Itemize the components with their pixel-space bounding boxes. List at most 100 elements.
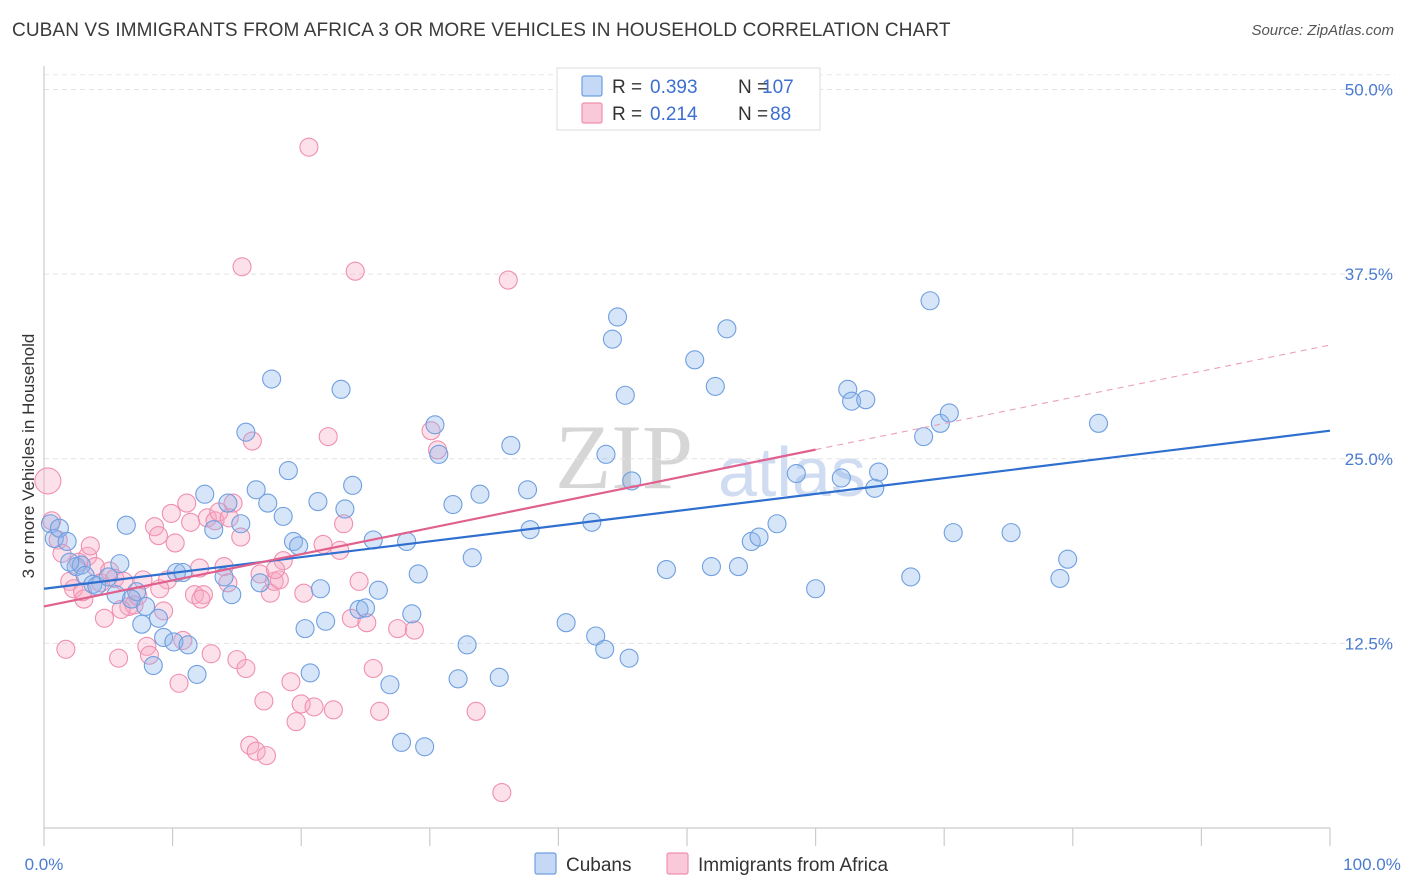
watermark-atlas: atlas [718,433,866,511]
africa-point [139,645,160,665]
cuban-point [425,415,445,435]
africa-point [148,526,169,546]
africa-point [109,648,129,668]
cuban-point [214,567,234,587]
cuban-point [457,635,477,655]
africa-point [219,508,239,528]
cuban-point [408,564,428,584]
stats-legend-r-label-cubans: R = [612,77,642,98]
africa-point [177,493,197,513]
legend-swatch-cubans [534,852,557,875]
africa-point [323,700,343,720]
cuban-point [121,589,141,609]
cuban-point [178,635,198,655]
cuban-point [615,385,635,405]
stats-legend-n-value-africa: 88 [770,104,791,125]
africa-point [286,712,306,732]
africa-point [254,691,274,711]
stats-legend-swatch-cubans [581,75,603,97]
africa-point [269,570,289,590]
stats-legend-n-label-africa: N = [738,104,768,125]
cuban-point [728,557,748,577]
cuban-point [368,580,388,600]
y-tick-label: 25.0% [1345,450,1393,469]
cuban-point [767,514,787,534]
africa-point [73,582,93,602]
africa-point [56,639,76,659]
africa-point [34,467,62,495]
cuban-point [619,648,639,668]
cuban-point [749,527,769,547]
cuban-point [110,554,130,574]
africa-point [498,270,518,290]
cuban-point [116,515,136,535]
cuban-point [806,579,826,599]
y-tick-label: 50.0% [1345,81,1393,100]
africa-point [161,503,181,523]
cuban-point [920,291,940,311]
y-tick-labels: 12.5% 25.0% 37.5% 50.0% [1345,81,1393,654]
watermark-zip: ZIP [555,406,693,508]
cuban-point [595,639,615,659]
cuban-point [310,579,331,599]
africa-point [404,620,424,640]
cuban-point [57,531,77,552]
africa-point [318,427,338,447]
cuban-point [842,391,862,411]
cuban-point [331,379,351,399]
stats-legend-n-label-cubans: N = [738,77,768,98]
africa-point [94,608,114,628]
africa-point [231,527,251,547]
africa-point [334,514,354,534]
cuban-point [308,492,328,512]
stats-legend-r-label-africa: R = [612,104,642,125]
cuban-point [943,523,963,543]
cuban-point [1050,568,1070,588]
cuban-point [685,350,705,370]
cuban-point [402,604,422,624]
cuban-point [429,444,449,464]
cuban-point [705,376,725,396]
cuban-point [717,319,737,339]
cuban-point [273,506,293,526]
cuban-point [470,484,490,504]
cuban-point [1001,523,1021,543]
cuban-point [517,480,538,500]
africa-point [232,257,252,277]
cuban-point [556,613,576,633]
cuban-point [148,608,169,628]
africa-point [363,658,383,679]
africa-point [111,599,131,619]
cuban-point [278,461,298,481]
cuban-point [397,531,417,552]
cuban-point [391,732,412,752]
x-tick-label-min: 0.0% [25,855,64,874]
trend-lines [43,344,1331,608]
legend-label-africa: Immigrants from Africa [698,855,888,876]
cuban-point [462,548,482,568]
cuban-point [343,475,363,495]
cuban-point [187,664,207,684]
cuban-point [195,484,215,504]
cuban-point [596,444,616,464]
cuban-point [295,619,315,639]
cuban-point [349,599,369,619]
cuban-point [246,480,266,500]
cuban-point [300,663,320,683]
cuban-point [1088,413,1109,433]
africa-point [388,619,408,639]
cuban-point [831,468,851,488]
cuban-point [602,329,622,349]
africa-point [236,658,256,679]
legend-label-cubans: Cubans [566,855,632,876]
stats-legend-n-value-cubans: 107 [762,77,794,98]
africa-point [265,559,286,580]
africa-point [260,583,280,603]
africa-point [201,644,221,664]
africa-point [294,583,314,603]
series-legend: Cubans Immigrants from Africa [534,852,888,876]
legend-swatch-africa [666,852,689,875]
africa-point [191,589,211,609]
y-axis-label: 3 or more Vehicles in Household [19,334,38,579]
